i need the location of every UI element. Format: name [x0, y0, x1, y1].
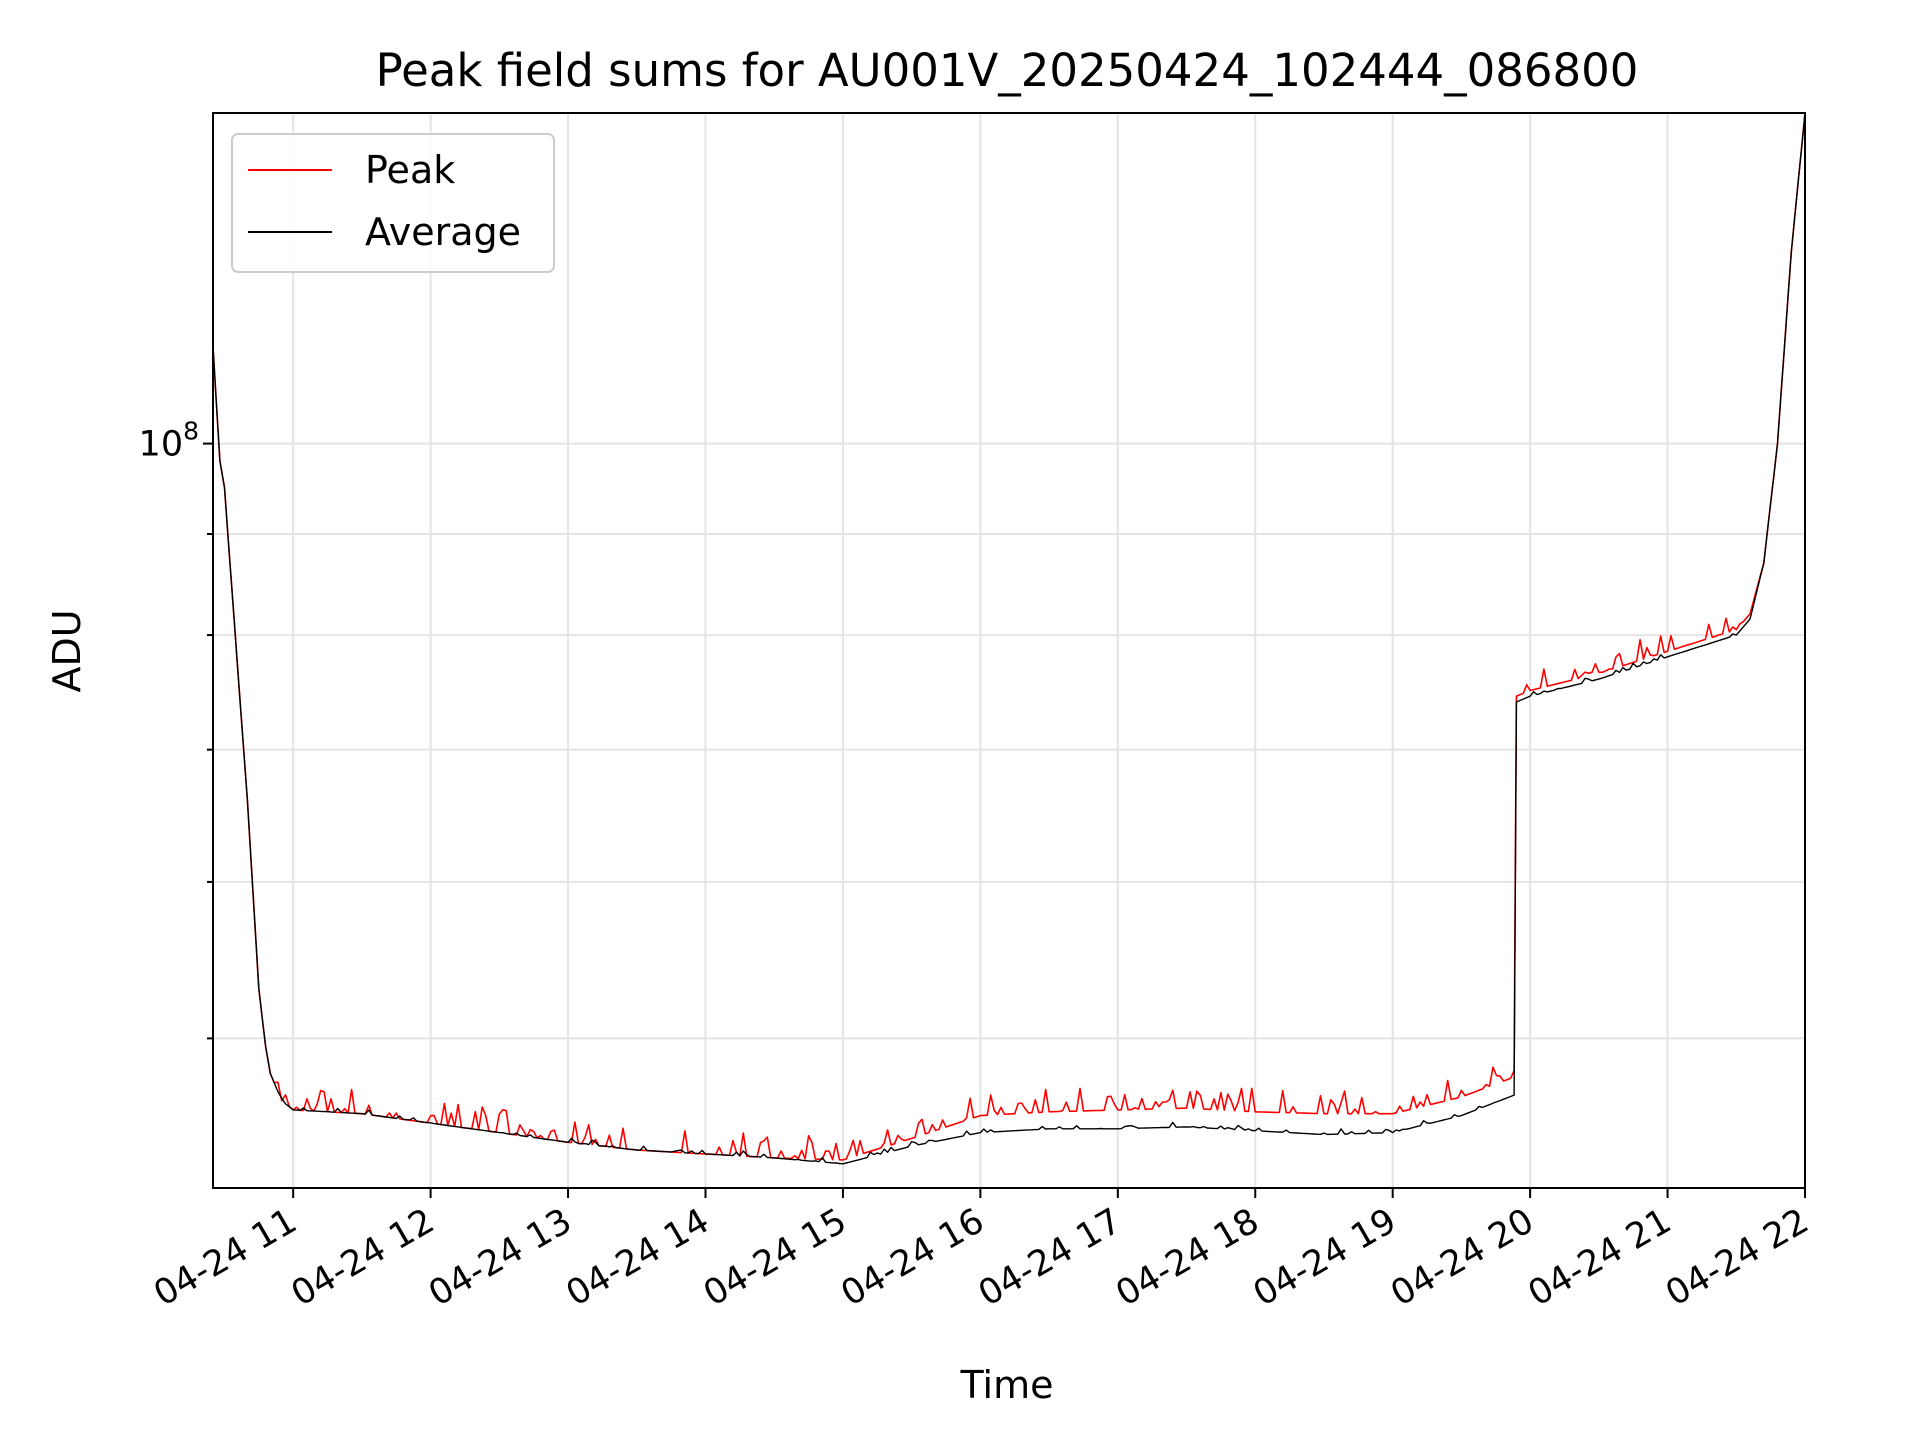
series-line-average — [212, 112, 1806, 1165]
x-axis-label: Time — [960, 1363, 1054, 1407]
y-tick-labels: 108 — [139, 417, 199, 465]
tick-marks — [203, 442, 1806, 1198]
y-tick-label-exponent: 8 — [183, 417, 199, 446]
grid-lines — [213, 113, 1806, 1188]
series-layer — [212, 112, 1806, 1165]
legend: Peak Average — [231, 133, 555, 273]
y-tick-label: 108 — [139, 417, 199, 465]
chart-title: Peak field sums for AU001V_20250424_1024… — [376, 44, 1639, 97]
series-line-peak — [212, 112, 1806, 1161]
legend-box — [231, 133, 555, 273]
legend-label-peak: Peak — [365, 148, 455, 192]
plot-frame — [212, 112, 1806, 1189]
y-tick-label-base: 10 — [139, 425, 184, 465]
legend-label-average: Average — [365, 210, 521, 254]
y-axis-label: ADU — [45, 609, 89, 692]
